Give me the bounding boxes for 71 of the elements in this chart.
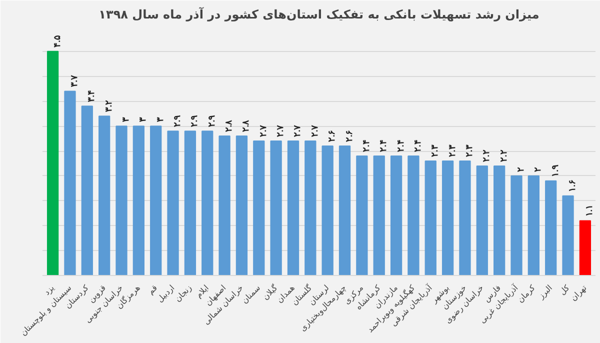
bar	[459, 160, 471, 276]
data-label: ۲.۳	[430, 144, 440, 157]
bar	[270, 140, 282, 276]
data-label: ۲.۹	[172, 114, 182, 128]
bar	[476, 165, 488, 276]
x-tick-label: ایلام	[194, 283, 211, 300]
data-label: ۲.۹	[206, 114, 216, 128]
data-label: ۳	[138, 117, 148, 122]
x-tick-label: تهران	[568, 283, 588, 303]
bar	[116, 126, 128, 276]
data-label: ۲.۴	[378, 140, 388, 152]
bar	[202, 130, 214, 276]
bar	[253, 140, 265, 276]
data-label: ۲.۸	[224, 120, 234, 132]
data-label: ۳	[120, 117, 130, 122]
data-label: ۲.۷	[292, 124, 302, 138]
data-label: ۲.۲	[498, 150, 508, 162]
data-label: ۲.۴	[360, 140, 371, 152]
bar	[424, 160, 436, 276]
data-label: ۳.۲	[103, 100, 114, 112]
bar	[545, 180, 557, 276]
data-label: ۲	[516, 166, 526, 172]
x-tick-label: سمنان	[240, 283, 262, 306]
bar	[184, 130, 196, 276]
bar	[132, 126, 144, 276]
bar	[408, 155, 420, 276]
data-label: ۲.۳	[464, 144, 474, 157]
data-label: ۱.۹	[550, 164, 560, 177]
data-label: ۲.۳	[446, 144, 457, 157]
data-label: ۲.۴	[395, 140, 406, 152]
data-label: ۲.۷	[309, 124, 320, 138]
bar	[287, 140, 300, 276]
data-label: ۲.۸	[240, 120, 251, 132]
data-label: ۱.۱	[584, 204, 594, 217]
data-label: ۲.۷	[258, 124, 268, 138]
bar	[579, 220, 592, 276]
chart-title: میزان رشد تسهیلات بانکی به تفکیک استان‌های کشور در آذر ماه سال ۱۳۹۸	[98, 6, 540, 22]
bar	[562, 195, 574, 276]
x-tick-label: گیلان	[260, 282, 280, 302]
data-label: ۲.۹	[189, 114, 200, 128]
data-label: ۴.۵	[52, 35, 62, 48]
bar	[236, 136, 248, 276]
data-label: ۲.۴	[412, 140, 422, 152]
bar	[390, 155, 402, 276]
bar	[81, 106, 93, 276]
bar	[442, 160, 454, 276]
bar	[64, 90, 76, 276]
x-tick-label: البرز	[536, 283, 554, 302]
bar	[494, 165, 506, 276]
bar	[373, 155, 385, 276]
data-label: ۳.۴	[86, 90, 96, 102]
x-tick-label: کل	[558, 283, 572, 297]
bar	[304, 140, 316, 276]
bar	[46, 50, 59, 276]
data-label: ۳	[154, 117, 165, 122]
data-label: ۲.۷	[275, 124, 286, 138]
bar	[218, 136, 230, 276]
bar	[510, 175, 522, 276]
data-label: ۲	[532, 166, 543, 172]
bar	[167, 130, 179, 276]
data-label: ۲.۲	[481, 150, 492, 162]
bar	[356, 155, 368, 276]
bar	[322, 146, 334, 276]
bar	[98, 116, 110, 276]
bar	[528, 175, 540, 276]
data-label: ۲.۶	[326, 130, 337, 142]
data-label: ۲.۶	[344, 130, 354, 142]
data-label: ۱.۶	[567, 180, 578, 192]
bar	[150, 126, 162, 276]
data-label: ۳.۷	[68, 74, 79, 88]
bar	[338, 146, 351, 276]
